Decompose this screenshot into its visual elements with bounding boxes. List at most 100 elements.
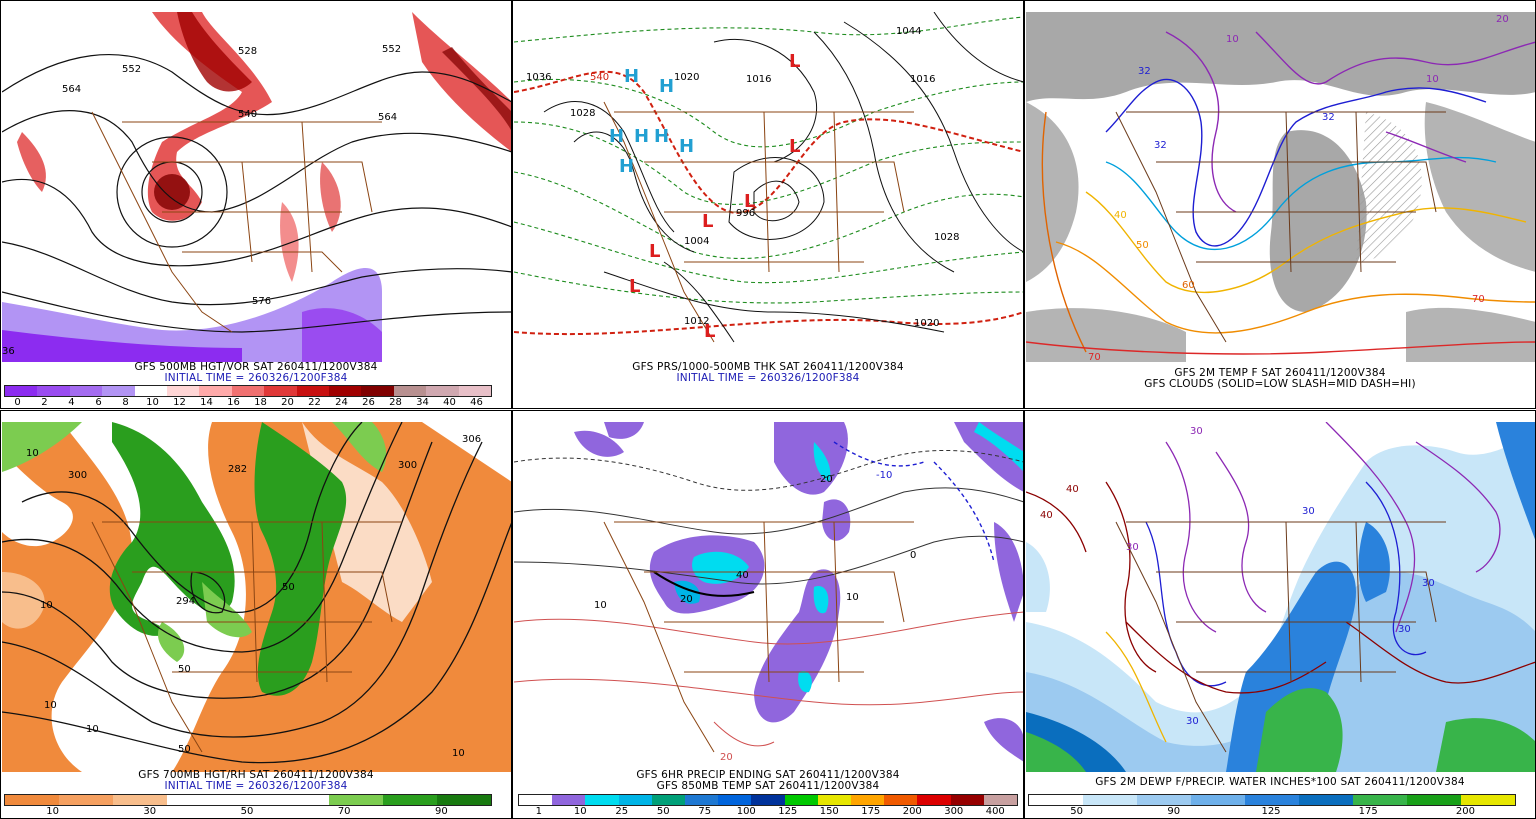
colorbar-swatch xyxy=(552,795,586,805)
colorbar-swatch xyxy=(361,386,394,396)
map-label: 10 xyxy=(26,448,39,459)
svg-text:L: L xyxy=(789,51,800,72)
map-label: 20 xyxy=(1496,14,1509,25)
colorbar-swatch xyxy=(851,795,885,805)
colorbar-swatch xyxy=(685,795,719,805)
colorbar-swatch xyxy=(5,386,38,396)
colorbar-tick: 10 xyxy=(46,806,59,817)
map-label: 10 xyxy=(594,600,607,611)
panel-title: GFS 2M TEMP F SAT 260411/1200V384 xyxy=(1174,367,1386,379)
colorbar-tick: 14 xyxy=(200,397,213,408)
colorbar-swatch xyxy=(59,795,113,805)
colorbar-tick: 6 xyxy=(95,397,102,408)
colorbar-swatch xyxy=(437,795,491,805)
colorbar-swatch xyxy=(37,386,70,396)
svg-text:L: L xyxy=(629,276,640,297)
map-label: 30 xyxy=(1398,624,1411,635)
svg-text:L: L xyxy=(704,321,715,342)
colorbar-swatch xyxy=(231,386,265,396)
colorbar-swatch xyxy=(221,795,275,805)
map-label: 10 xyxy=(44,700,57,711)
map-label: -10 xyxy=(876,470,892,481)
colorbar-tick: 100 xyxy=(736,806,756,817)
colorbar-tick: 400 xyxy=(985,806,1005,817)
colorbar-tick: 16 xyxy=(227,397,240,408)
colorbar-swatch xyxy=(784,795,818,805)
svg-text:L: L xyxy=(789,136,800,157)
panel-title: GFS 500MB HGT/VOR SAT 260411/1200V384 xyxy=(134,361,378,373)
colorbar-tick: 150 xyxy=(819,806,839,817)
colorbar-swatch xyxy=(167,795,221,805)
colorbar-swatch xyxy=(134,386,168,396)
colorbar-tick: 18 xyxy=(254,397,267,408)
colorbar-swatch xyxy=(113,795,167,805)
colorbar-swatch xyxy=(519,795,553,805)
colorbar-swatch xyxy=(718,795,752,805)
map-label: 20 xyxy=(720,752,733,763)
panel-6hr-precip: -10 20 40 20 10 0 10 20 GFS 6HR PRECIP E… xyxy=(512,410,1024,819)
map-label: 552 xyxy=(122,64,141,75)
map-label: 540 xyxy=(590,72,609,83)
panel-subtitle: GFS CLOUDS (SOLID=LOW SLASH=MID DASH=HI) xyxy=(1144,378,1416,390)
colorbar-swatch xyxy=(167,386,200,396)
map-label: 20 xyxy=(820,474,833,485)
map-label: 996 xyxy=(736,208,755,219)
panel-2m-temp-clouds: 32 32 32 10 10 20 40 50 60 70 70 GFS 2M … xyxy=(1024,0,1536,409)
dewpoint-map: 30 40 40 30 30 30 30 30 xyxy=(1026,422,1536,772)
svg-text:H: H xyxy=(654,126,669,147)
panel-dewpoint-pw: 30 40 40 30 30 30 30 30 GFS 2M DEWP F/PR… xyxy=(1024,410,1536,819)
colorbar-tick: 2 xyxy=(41,397,48,408)
map-label: 50 xyxy=(282,582,295,593)
colorbar-tick: 20 xyxy=(281,397,294,408)
colorbar-tick: 25 xyxy=(615,806,629,817)
colorbar-tick: 70 xyxy=(337,806,351,817)
svg-text:H: H xyxy=(609,126,624,147)
colorbar-swatch xyxy=(651,795,686,805)
colorbar-swatch xyxy=(102,386,135,396)
colorbar-tick: 0 xyxy=(14,397,21,408)
colorbar-swatch xyxy=(264,386,297,396)
svg-text:L: L xyxy=(702,211,713,232)
colorbar-tick: 12 xyxy=(173,397,186,408)
colorbar-swatch xyxy=(1083,795,1137,805)
rh-map: 10 300 282 294 300 306 50 10 50 10 50 10… xyxy=(2,422,512,772)
colorbar xyxy=(4,385,492,397)
colorbar-ticks: 10 30 50 70 90 xyxy=(4,806,490,818)
colorbar-tick: 200 xyxy=(902,806,922,817)
colorbar-swatch xyxy=(5,795,59,805)
precip-map: -10 20 40 20 10 0 10 20 xyxy=(514,422,1024,772)
svg-text:H: H xyxy=(659,76,674,97)
colorbar-swatch xyxy=(275,795,329,805)
map-label: 30 xyxy=(1126,542,1139,553)
colorbar-tick: 125 xyxy=(778,806,798,817)
colorbar-swatch xyxy=(950,795,984,805)
map-label: 1020 xyxy=(674,72,699,83)
colorbar xyxy=(4,794,492,806)
colorbar-ticks: 50 90 125 175 200 xyxy=(1028,806,1514,818)
panel-subtitle: GFS 850MB TEMP SAT 260411/1200V384 xyxy=(656,780,880,792)
map-label: 10 xyxy=(86,724,99,735)
colorbar-swatch xyxy=(751,795,785,805)
colorbar-tick: 50 xyxy=(240,806,254,817)
colorbar-ticks: 1 10 25 50 75 100 125 150 175 200 300 400 xyxy=(518,806,1016,818)
map-label: 50 xyxy=(178,744,191,755)
map-label: 1004 xyxy=(684,236,709,247)
svg-text:H: H xyxy=(679,136,694,157)
colorbar-tick: 1 xyxy=(535,806,542,817)
map-label: 10 xyxy=(1226,34,1239,45)
colorbar-swatch xyxy=(393,386,427,396)
colorbar-tick: 40 xyxy=(443,397,456,408)
map-label: 1016 xyxy=(746,74,771,85)
map-label: 10 xyxy=(40,600,53,611)
colorbar-swatch xyxy=(1137,795,1191,805)
map-label: 10 xyxy=(846,592,859,603)
colorbar-swatch xyxy=(618,795,652,805)
colorbar-tick: 4 xyxy=(68,397,75,408)
map-label: 576 xyxy=(252,296,271,307)
map-label: 1028 xyxy=(934,232,959,243)
map-label: 10 xyxy=(452,748,465,759)
map-label: 564 xyxy=(62,84,81,95)
map-label: 1016 xyxy=(910,74,935,85)
map-label: 50 xyxy=(178,664,191,675)
